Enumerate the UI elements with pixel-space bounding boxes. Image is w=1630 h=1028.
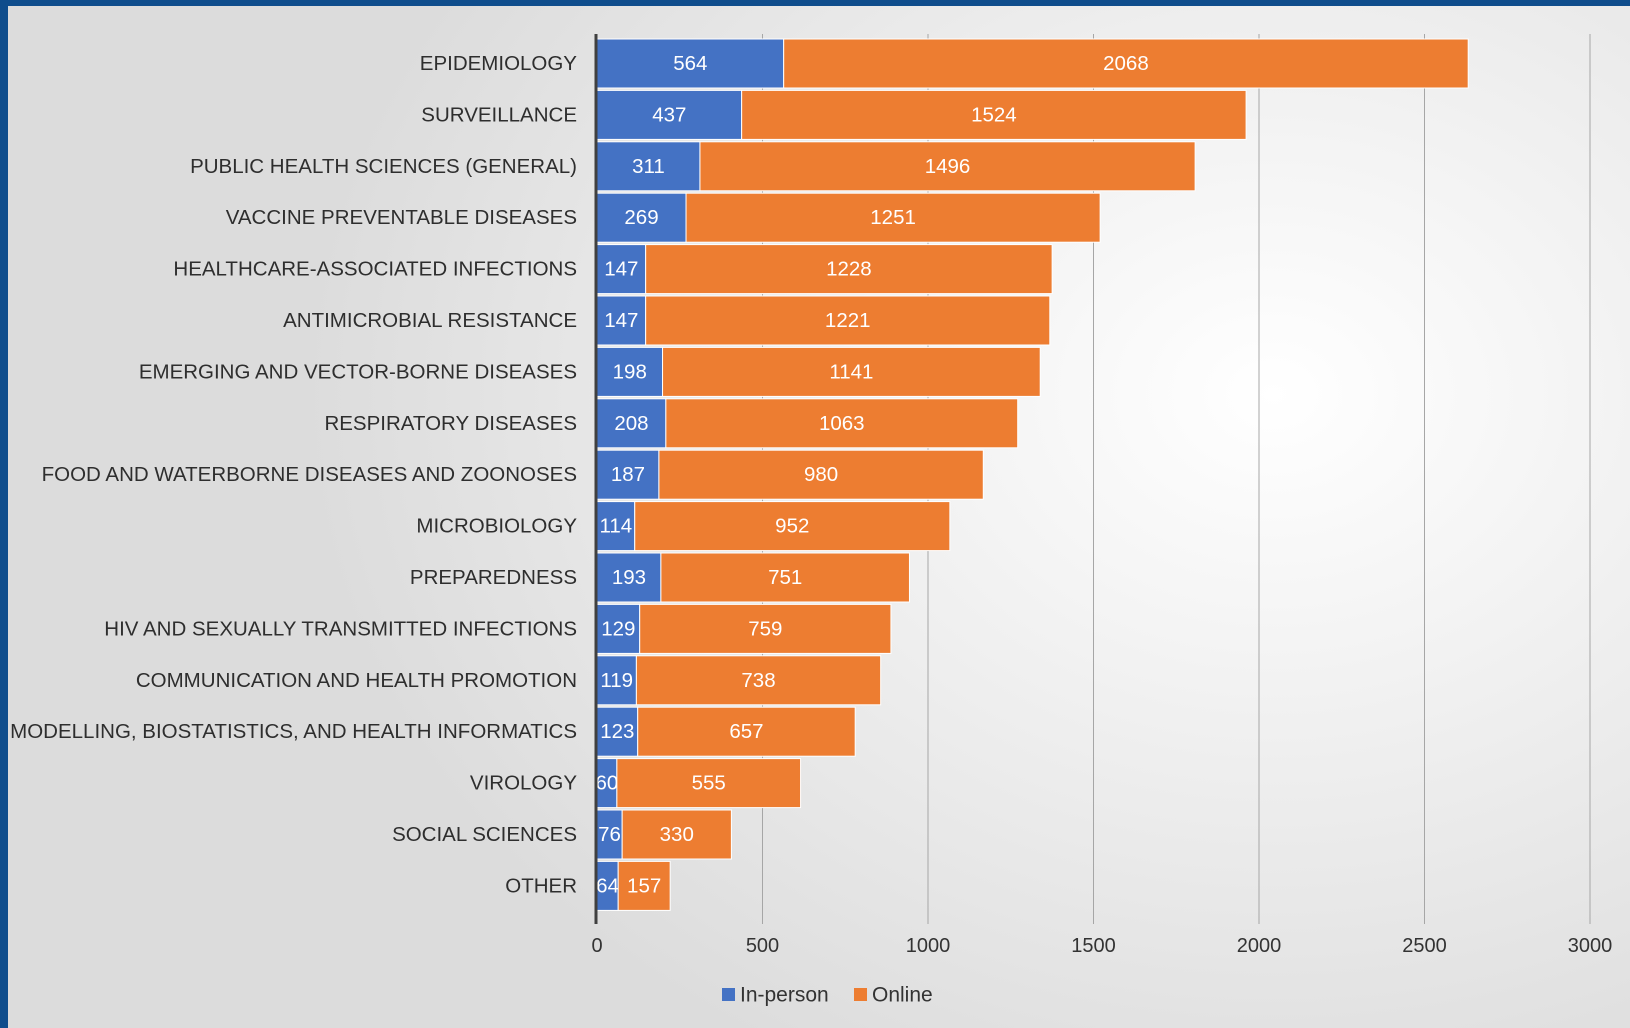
data-label-online-respiratory-diseases: 1063 <box>819 412 865 435</box>
category-label-vaccine-preventable-diseases: VACCINE PREVENTABLE DISEASES <box>226 206 577 229</box>
value-axis: 0 500 1000 1500 2000 2500 3000 <box>591 935 1612 957</box>
data-label-in-person-surveillance: 437 <box>652 103 686 126</box>
category-label-food-and-waterborne-diseases-and-zoonoses: FOOD AND WATERBORNE DISEASES AND ZOONOSE… <box>42 463 577 486</box>
x-tick-label-1000: 1000 <box>906 935 951 957</box>
data-label-online-epidemiology: 2068 <box>1103 52 1149 75</box>
category-label-microbiology: MICROBIOLOGY <box>416 515 577 538</box>
bar-online-other <box>617 860 671 911</box>
x-tick-label-2500: 2500 <box>1402 935 1447 957</box>
x-tick-label-500: 500 <box>746 935 779 957</box>
stacked-bar-chart: 564 2068 437 1524 311 1496 269 1251 147 1228 147 12… <box>10 34 1612 1007</box>
category-label-modelling-biostatistics-and-health-informatics: MODELLING, BIOSTATISTICS, AND HEALTH INF… <box>10 720 577 743</box>
data-label-online-surveillance: 1524 <box>971 103 1017 126</box>
data-label-in-person-respiratory-diseases: 208 <box>614 412 648 435</box>
data-label-online-other: 157 <box>627 874 661 897</box>
bar-in-person-modelling-biostatistics-and-health-informatics <box>596 706 639 757</box>
data-label-in-person-vaccine-preventable-diseases: 269 <box>624 206 658 229</box>
category-label-communication-and-health-promotion: COMMUNICATION AND HEALTH PROMOTION <box>136 669 577 692</box>
category-label-virology: VIROLOGY <box>470 772 577 795</box>
bar-in-person-emerging-and-vector-borne-diseases <box>596 346 664 397</box>
bar-online-epidemiology <box>783 38 1469 89</box>
legend-label-in-person: In-person <box>740 984 829 1007</box>
x-tick-label-1500: 1500 <box>1071 935 1116 957</box>
category-label-public-health-sciences-general: PUBLIC HEALTH SCIENCES (GENERAL) <box>190 155 577 178</box>
bar-online-respiratory-diseases <box>665 398 1019 449</box>
category-label-healthcare-associated-infections: HEALTHCARE-ASSOCIATED INFECTIONS <box>173 258 577 281</box>
bar-in-person-food-and-waterborne-diseases-and-zoonoses <box>596 449 660 500</box>
category-label-respiratory-diseases: RESPIRATORY DISEASES <box>324 412 577 435</box>
data-label-in-person-epidemiology: 564 <box>673 52 707 75</box>
data-label-online-antimicrobial-resistance: 1221 <box>825 309 871 332</box>
category-label-other: OTHER <box>505 874 577 897</box>
data-label-in-person-microbiology: 114 <box>600 515 633 538</box>
data-label-in-person-modelling-biostatistics-and-health-informatics: 123 <box>600 720 634 743</box>
data-label-in-person-social-sciences: 76 <box>598 823 621 846</box>
x-tick-label-3000: 3000 <box>1568 935 1613 957</box>
data-label-in-person-food-and-waterborne-diseases-and-zoonoses: 187 <box>611 463 645 486</box>
category-label-social-sciences: SOCIAL SCIENCES <box>392 823 577 846</box>
bar-online-preparedness <box>660 552 910 603</box>
data-label-in-person-public-health-sciences-general: 311 <box>632 155 665 178</box>
bar-online-healthcare-associated-infections <box>645 244 1053 295</box>
bar-online-microbiology <box>634 501 951 552</box>
data-label-online-hiv-and-sexually-transmitted-infections: 759 <box>748 617 782 640</box>
data-label-online-preparedness: 751 <box>768 566 802 589</box>
data-label-in-person-preparedness: 193 <box>612 566 646 589</box>
category-label-hiv-and-sexually-transmitted-infections: HIV AND SEXUALLY TRANSMITTED INFECTIONS <box>104 617 577 640</box>
bar-online-communication-and-health-promotion <box>635 655 882 706</box>
category-label-preparedness: PREPAREDNESS <box>410 566 577 589</box>
category-label-antimicrobial-resistance: ANTIMICROBIAL RESISTANCE <box>283 309 577 332</box>
bar-online-hiv-and-sexually-transmitted-infections <box>639 603 892 654</box>
data-label-online-microbiology: 952 <box>775 515 809 538</box>
data-label-online-public-health-sciences-general: 1496 <box>925 155 971 178</box>
bars: 564 2068 437 1524 311 1496 269 1251 147 1228 147 12… <box>596 38 1469 911</box>
data-label-in-person-virology: 60 <box>596 772 619 795</box>
bar-online-emerging-and-vector-borne-diseases <box>662 346 1041 397</box>
category-label-surveillance: SURVEILLANCE <box>421 103 577 126</box>
legend-swatch-in-person <box>722 988 735 1001</box>
bar-online-modelling-biostatistics-and-health-informatics <box>637 706 856 757</box>
legend-swatch-online <box>854 988 867 1001</box>
bar-online-public-health-sciences-general <box>699 141 1196 192</box>
chart-frame: 564 2068 437 1524 311 1496 269 1251 147 1228 147 12… <box>8 6 1630 1028</box>
data-label-in-person-communication-and-health-promotion: 119 <box>600 669 633 692</box>
data-label-in-person-emerging-and-vector-borne-diseases: 198 <box>613 360 647 383</box>
bar-online-virology <box>616 758 802 809</box>
bar-in-person-antimicrobial-resistance <box>596 295 647 346</box>
bar-in-person-vaccine-preventable-diseases <box>596 192 687 243</box>
data-label-online-vaccine-preventable-diseases: 1251 <box>870 206 916 229</box>
data-label-online-social-sciences: 330 <box>660 823 694 846</box>
data-label-online-modelling-biostatistics-and-health-informatics: 657 <box>729 720 763 743</box>
data-label-online-virology: 555 <box>692 772 726 795</box>
category-label-emerging-and-vector-borne-diseases: EMERGING AND VECTOR-BORNE DISEASES <box>139 360 577 383</box>
data-label-in-person-hiv-and-sexually-transmitted-infections: 129 <box>601 617 635 640</box>
data-label-in-person-healthcare-associated-infections: 147 <box>604 258 638 281</box>
data-label-in-person-other: 64 <box>596 874 619 897</box>
legend: In-person Online <box>722 984 933 1007</box>
x-tick-label-2000: 2000 <box>1237 935 1282 957</box>
x-tick-label-0: 0 <box>591 935 602 957</box>
bar-online-food-and-waterborne-diseases-and-zoonoses <box>658 449 984 500</box>
legend-label-online: Online <box>872 984 933 1007</box>
data-label-online-communication-and-health-promotion: 738 <box>741 669 775 692</box>
data-label-online-emerging-and-vector-borne-diseases: 1141 <box>829 360 873 383</box>
bar-in-person-healthcare-associated-infections <box>596 244 647 295</box>
bar-online-surveillance <box>741 89 1247 140</box>
data-label-online-food-and-waterborne-diseases-and-zoonoses: 980 <box>804 463 838 486</box>
bar-in-person-preparedness <box>596 552 662 603</box>
bar-in-person-public-health-sciences-general <box>596 141 701 192</box>
bar-in-person-epidemiology <box>596 38 785 89</box>
bar-online-social-sciences <box>621 809 732 860</box>
data-label-in-person-antimicrobial-resistance: 147 <box>604 309 638 332</box>
data-label-online-healthcare-associated-infections: 1228 <box>826 258 872 281</box>
bar-online-vaccine-preventable-diseases <box>685 192 1101 243</box>
category-axis: EPIDEMIOLOGY SURVEILLANCE PUBLIC HEALTH SC… <box>10 34 598 924</box>
category-label-epidemiology: EPIDEMIOLOGY <box>420 52 578 75</box>
bar-online-antimicrobial-resistance <box>645 295 1051 346</box>
